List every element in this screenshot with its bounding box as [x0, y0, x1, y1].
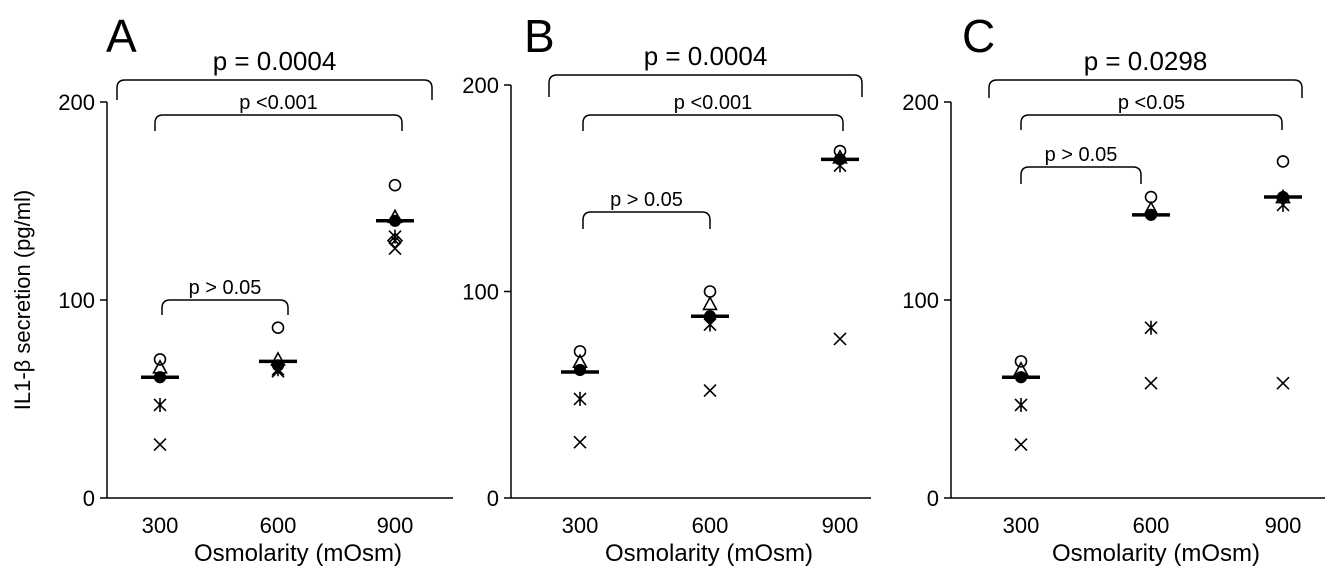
x-axis-label: Osmolarity (mOsm) — [1052, 540, 1260, 567]
y-tick-label: 0 — [487, 486, 499, 511]
open-triangle-marker — [702, 295, 718, 311]
p-value-label: p > 0.05 — [189, 277, 262, 299]
asterisk-marker — [1014, 397, 1028, 412]
x-axis-label: Osmolarity (mOsm) — [605, 540, 813, 567]
asterisk-marker — [1144, 320, 1158, 335]
significance-bracket: p = 0.0004 — [116, 46, 433, 100]
p-value-label: p > 0.05 — [1045, 144, 1118, 166]
x-tick-label: 900 — [377, 513, 414, 538]
significance-bracket: p > 0.05 — [1020, 144, 1142, 184]
significance-bracket: p = 0.0004 — [548, 41, 863, 97]
open-circle-marker — [271, 321, 285, 335]
x-tick-label: 900 — [822, 513, 859, 538]
x-tick-label: 300 — [142, 513, 179, 538]
y-tick-label: 100 — [462, 280, 499, 305]
cross-marker — [1144, 376, 1158, 390]
open-circle-marker — [388, 178, 402, 192]
x-tick-label: 600 — [692, 513, 729, 538]
x-tick-label: 600 — [260, 513, 297, 538]
significance-bracket: p > 0.05 — [582, 189, 711, 229]
x-axis-label: Osmolarity (mOsm) — [194, 540, 402, 567]
significance-bracket: p <0.001 — [582, 92, 844, 131]
x-tick-label: 300 — [562, 513, 599, 538]
asterisk-marker — [153, 397, 167, 412]
cross-marker — [271, 364, 285, 378]
significance-bracket: p = 0.0298 — [988, 46, 1303, 98]
p-value-label: p <0.001 — [674, 92, 752, 114]
diamond-cross-marker — [386, 232, 404, 249]
open-circle-marker — [153, 353, 167, 366]
open-circle-marker — [1276, 155, 1290, 168]
y-tick-label: 0 — [83, 486, 95, 511]
significance-bracket: p > 0.05 — [161, 277, 289, 315]
cross-marker — [1014, 437, 1028, 452]
y-axis-label: IL1-β secretion (pg/ml) — [10, 190, 35, 411]
panel-b: B 0 100 200 300 600 900 Osmolarity (mOsm) p = 0.… — [462, 10, 871, 567]
p-value-label: p > 0.05 — [610, 189, 683, 211]
y-tick-label: 100 — [902, 288, 939, 313]
p-value-label: p = 0.0004 — [213, 46, 337, 76]
panel-label: B — [524, 10, 555, 62]
cross-marker — [573, 435, 587, 449]
asterisk-marker — [271, 362, 285, 377]
open-circle-marker — [1014, 355, 1028, 368]
significance-bracket: p <0.001 — [154, 92, 403, 131]
y-tick-label: 0 — [927, 486, 939, 511]
y-tick-label: 200 — [462, 73, 499, 98]
x-tick-label: 900 — [1265, 513, 1302, 538]
p-value-label: p = 0.0004 — [644, 41, 768, 71]
p-value-label: p <0.05 — [1118, 92, 1185, 114]
panel-label: A — [106, 10, 137, 62]
asterisk-marker — [1276, 197, 1290, 212]
cross-marker — [1276, 376, 1290, 390]
cross-marker — [833, 332, 847, 346]
asterisk-marker — [703, 317, 717, 332]
y-tick-label: 100 — [58, 288, 95, 313]
cross-marker — [153, 437, 167, 452]
p-value-label: p = 0.0298 — [1084, 46, 1208, 76]
open-circle-marker — [703, 285, 717, 298]
filled-circle-marker — [573, 363, 587, 377]
x-tick-label: 600 — [1133, 513, 1170, 538]
cross-marker — [703, 384, 717, 398]
significance-bracket: p <0.05 — [1020, 92, 1283, 130]
y-tick-label: 200 — [902, 90, 939, 115]
x-tick-label: 300 — [1003, 513, 1040, 538]
p-value-label: p <0.001 — [239, 92, 317, 114]
y-tick-label: 200 — [58, 90, 95, 115]
asterisk-marker — [573, 391, 587, 406]
panel-label: C — [962, 10, 995, 62]
